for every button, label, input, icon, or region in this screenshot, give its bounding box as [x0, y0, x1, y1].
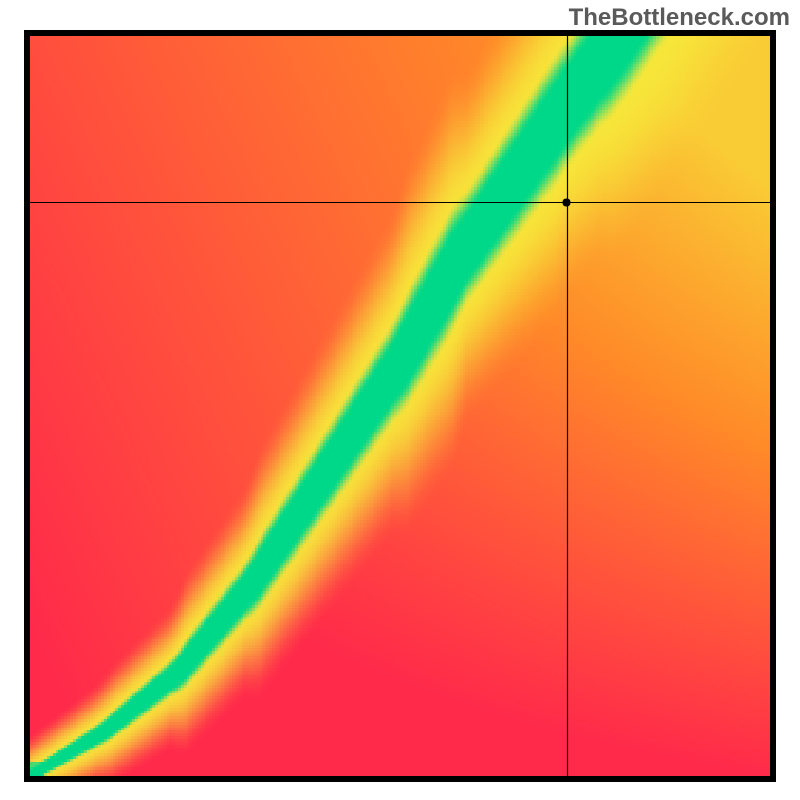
- heatmap-canvas: [30, 36, 770, 776]
- watermark-text: TheBottleneck.com: [569, 4, 790, 32]
- chart-area: [30, 36, 770, 776]
- chart-frame: [24, 30, 776, 782]
